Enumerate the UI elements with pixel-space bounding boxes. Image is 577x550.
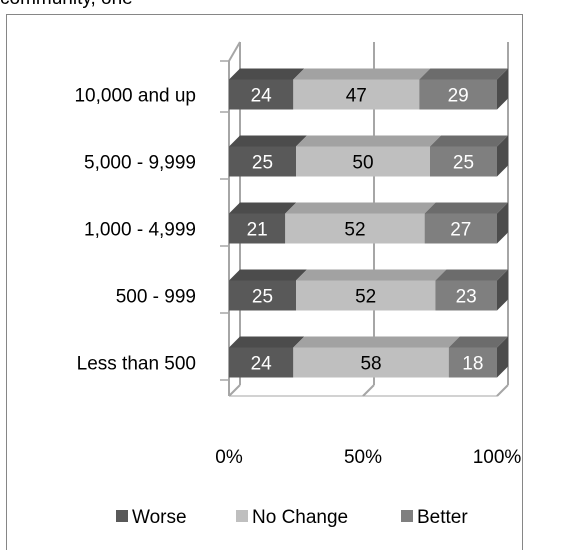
header-fragment-text: community, one	[0, 0, 577, 10]
bar-top-2-2	[424, 202, 508, 214]
bar-side-0	[497, 68, 508, 110]
floor-diagonal-2	[496, 384, 509, 397]
legend-label-1: No Change	[252, 507, 348, 528]
bar-top-0-1	[293, 68, 431, 80]
chart-frame	[6, 14, 523, 550]
legend-swatch-2	[401, 510, 413, 522]
legend-label-2: Better	[417, 507, 468, 528]
bar-top-4-1	[293, 336, 460, 348]
data-label-4-1: 58	[360, 354, 381, 375]
data-label-0-0: 24	[251, 86, 273, 107]
bar-3-2	[435, 280, 497, 311]
category-label-3: 500 - 999	[116, 287, 196, 308]
bar-top-0-0	[229, 68, 305, 80]
bar-2-1	[285, 213, 425, 244]
category-label-1: 5,000 - 9,999	[84, 153, 196, 174]
bar-top-3-1	[296, 269, 447, 281]
bar-0-1	[293, 79, 420, 110]
data-label-4-0: 24	[251, 354, 273, 375]
category-label-2: 1,000 - 4,999	[84, 220, 196, 241]
data-label-2-1: 52	[344, 220, 365, 241]
bar-top-3-0	[229, 269, 307, 281]
floor-diagonal-1	[362, 384, 375, 397]
bar-top-2-0	[229, 202, 297, 214]
data-label-1-1: 50	[352, 153, 373, 174]
bar-side-1	[497, 135, 508, 177]
data-label-3-1: 52	[355, 287, 376, 308]
bar-1-1	[296, 146, 430, 177]
x-tick-label-0: 0%	[215, 447, 243, 468]
bar-top-0-2	[419, 68, 508, 80]
bar-0-0	[229, 79, 294, 110]
bar-4-1	[293, 347, 449, 378]
data-label-0-1: 47	[346, 86, 367, 107]
bar-2-0	[229, 213, 286, 244]
category-label-0: 10,000 and up	[74, 86, 196, 107]
bar-3-0	[229, 280, 296, 311]
bar-3-1	[296, 280, 436, 311]
bar-side-3	[497, 269, 508, 311]
data-label-2-2: 27	[450, 220, 471, 241]
x-axis-tick-labels: 0% 50% 100%	[215, 447, 521, 468]
bar-top-4-0	[229, 336, 305, 348]
bar-top-4-2	[448, 336, 508, 348]
data-label-1-0: 25	[252, 153, 273, 174]
bar-4-0	[229, 347, 294, 378]
legend: Worse No Change Better	[116, 507, 468, 528]
x-tick-label-2: 100%	[473, 447, 522, 468]
bar-side-4	[497, 336, 508, 378]
bar-top-1-2	[430, 135, 508, 147]
wall-top-edge	[228, 41, 241, 62]
data-label-2-0: 21	[247, 220, 268, 241]
bar-top-1-1	[296, 135, 441, 147]
data-label-0-2: 29	[448, 86, 469, 107]
floor-diagonal-0	[228, 384, 241, 397]
category-label-4: Less than 500	[77, 354, 196, 375]
data-label-1-2: 25	[453, 153, 474, 174]
data-label-3-2: 23	[456, 287, 477, 308]
data-label-3-0: 25	[252, 287, 273, 308]
bar-side-2	[497, 202, 508, 244]
bar-4-2	[448, 347, 497, 378]
data-label-4-2: 18	[462, 354, 483, 375]
bars-layer: 24 47 29 25 50 25 21 52 27 25 52 23 24 58 18	[229, 68, 508, 378]
legend-label-0: Worse	[132, 507, 187, 528]
bar-top-1-0	[229, 135, 307, 147]
category-labels: 10,000 and up 5,000 - 9,999 1,000 - 4,999 5…	[74, 86, 196, 375]
bar-top-3-2	[435, 269, 508, 281]
bar-1-2	[430, 146, 497, 177]
bar-top-2-1	[285, 202, 436, 214]
bar-2-2	[424, 213, 497, 244]
legend-swatch-0	[116, 510, 128, 522]
bar-0-2	[419, 79, 497, 110]
x-tick-label-1: 50%	[344, 447, 382, 468]
bar-1-0	[229, 146, 296, 177]
legend-swatch-1	[236, 510, 248, 522]
